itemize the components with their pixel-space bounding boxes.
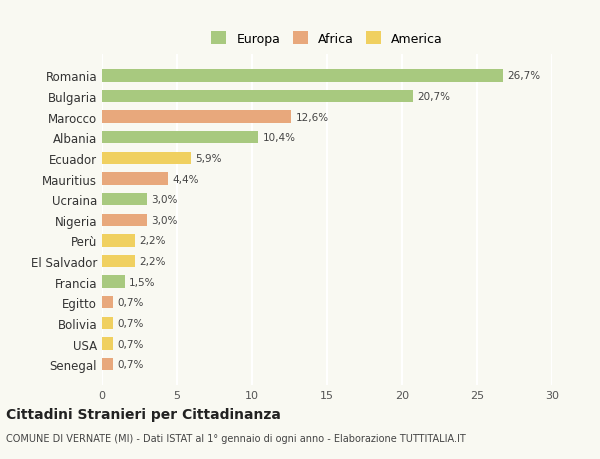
Text: 0,7%: 0,7% <box>117 297 143 308</box>
Bar <box>102 297 113 309</box>
Text: 20,7%: 20,7% <box>417 92 450 102</box>
Bar <box>102 358 113 370</box>
Text: 0,7%: 0,7% <box>117 359 143 369</box>
Text: 5,9%: 5,9% <box>195 154 221 163</box>
Text: 1,5%: 1,5% <box>129 277 155 287</box>
Bar <box>102 91 413 103</box>
Bar <box>102 235 135 247</box>
Text: 10,4%: 10,4% <box>263 133 296 143</box>
Bar <box>102 317 113 330</box>
Text: 12,6%: 12,6% <box>296 112 329 123</box>
Bar <box>102 276 125 288</box>
Legend: Europa, Africa, America: Europa, Africa, America <box>208 28 446 50</box>
Text: 26,7%: 26,7% <box>507 71 540 81</box>
Bar <box>102 255 135 268</box>
Text: 2,2%: 2,2% <box>139 257 166 267</box>
Text: 0,7%: 0,7% <box>117 339 143 349</box>
Bar <box>102 173 168 185</box>
Text: 3,0%: 3,0% <box>151 215 178 225</box>
Text: COMUNE DI VERNATE (MI) - Dati ISTAT al 1° gennaio di ogni anno - Elaborazione TU: COMUNE DI VERNATE (MI) - Dati ISTAT al 1… <box>6 433 466 442</box>
Bar <box>102 194 147 206</box>
Text: 0,7%: 0,7% <box>117 318 143 328</box>
Bar <box>102 70 503 83</box>
Bar <box>102 111 291 123</box>
Bar <box>102 338 113 350</box>
Text: 4,4%: 4,4% <box>173 174 199 184</box>
Bar <box>102 132 258 144</box>
Bar <box>102 152 191 165</box>
Text: 3,0%: 3,0% <box>151 195 178 205</box>
Bar <box>102 214 147 226</box>
Text: 2,2%: 2,2% <box>139 236 166 246</box>
Text: Cittadini Stranieri per Cittadinanza: Cittadini Stranieri per Cittadinanza <box>6 407 281 421</box>
